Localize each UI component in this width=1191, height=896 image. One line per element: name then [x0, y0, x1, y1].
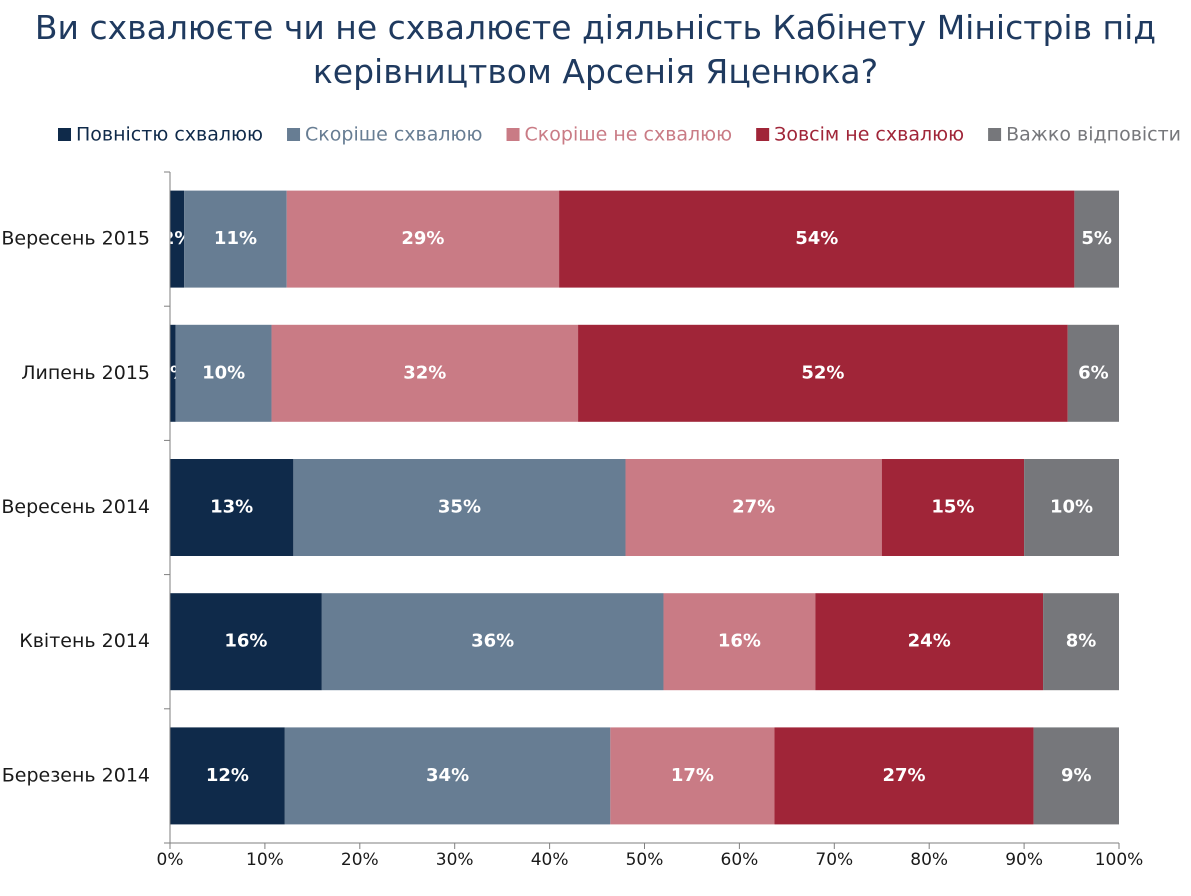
bar-segment — [321, 593, 664, 691]
bar-segment — [1033, 727, 1119, 825]
bar-segment — [559, 190, 1075, 288]
x-tick-label: 90% — [1005, 850, 1043, 870]
x-tick-label: 70% — [815, 850, 853, 870]
data-label: 17% — [671, 765, 714, 786]
bar-segment — [170, 727, 285, 825]
data-label: 8% — [1066, 631, 1097, 652]
bar-segment — [815, 593, 1044, 691]
bar-segment — [175, 324, 272, 422]
legend: Повністю схвалюю Скоріше схвалюю Скоріше н… — [58, 124, 1181, 146]
data-label: 15% — [931, 497, 974, 518]
legend-item: Скоріше схвалюю — [287, 124, 483, 146]
legend-label: Скоріше не схвалюю — [525, 124, 733, 146]
data-label: 16% — [718, 631, 761, 652]
x-tick-label: 50% — [626, 850, 664, 870]
bar-segment — [170, 324, 176, 422]
legend-swatch — [988, 128, 1002, 141]
data-label: 27% — [883, 765, 926, 786]
category-label: Вересень 2015 — [1, 228, 150, 250]
bar-row: 16% 36% 16% 24% 8% — [170, 593, 1119, 691]
data-label: 34% — [426, 765, 469, 786]
bar-segment — [184, 190, 287, 288]
bar-segment — [1024, 459, 1119, 556]
bar-segment — [881, 459, 1025, 556]
data-label: 6% — [1078, 362, 1109, 383]
bar-segment — [284, 727, 611, 825]
data-label: 13% — [210, 497, 253, 518]
data-label: 54% — [795, 228, 838, 249]
bar-segment — [170, 593, 322, 691]
data-label: 12% — [206, 765, 249, 786]
legend-swatch — [756, 128, 770, 141]
bar-segment — [1067, 324, 1119, 422]
bar-row: 2% 11% 29% 54% 5% — [162, 190, 1119, 288]
legend-label: Повністю схвалюю — [76, 124, 263, 146]
x-tick-label: 10% — [246, 850, 284, 870]
data-label: 29% — [401, 228, 444, 249]
bar-segment — [663, 593, 816, 691]
legend-label: Зовсім не схвалюю — [774, 124, 964, 146]
data-label: 27% — [732, 497, 775, 518]
bar-segment — [1043, 593, 1119, 691]
data-label: 16% — [224, 631, 267, 652]
category-label: Вересень 2014 — [1, 496, 150, 518]
bar-segment — [578, 324, 1068, 422]
data-label: 11% — [214, 228, 257, 249]
chart-title-line-1: Ви схвалюєте чи не схвалюєте діяльність … — [34, 8, 1157, 47]
legend-item: Повністю схвалюю — [58, 124, 263, 146]
x-tick-label: 40% — [531, 850, 569, 870]
bar-segment — [286, 190, 560, 288]
x-tick-label: 60% — [721, 850, 759, 870]
legend-swatch — [58, 128, 71, 141]
legend-item: Зовсім не схвалюю — [756, 124, 964, 146]
chart-title: Ви схвалюєте чи не схвалюєте діяльність … — [0, 6, 1191, 94]
bar-row: 13% 35% 27% 15% 10% — [170, 459, 1119, 556]
legend-label: Важко відповісти — [1006, 124, 1181, 146]
category-label: Березень 2014 — [2, 764, 150, 786]
bar-segment — [170, 459, 294, 556]
bar-segment — [293, 459, 626, 556]
legend-item: Важко відповісти — [988, 124, 1181, 146]
x-tick-label: 0% — [157, 850, 184, 870]
bar-row: 1% 10% 32% 52% 6% — [158, 324, 1119, 422]
legend-swatch — [506, 128, 520, 141]
data-label: 10% — [202, 362, 245, 383]
legend-label: Скоріше схвалюю — [305, 124, 483, 146]
x-tick-label: 100% — [1095, 850, 1144, 870]
axes: 0% 10% 20% 30% 40% 50% 60% 70% 80% 90% 100% — [157, 171, 1144, 870]
legend-item: Скоріше не схвалюю — [506, 124, 733, 146]
bar-row: 12% 34% 17% 27% 9% — [170, 727, 1119, 825]
data-label: 10% — [1050, 497, 1093, 518]
data-label: 35% — [438, 497, 481, 518]
bar-segment — [271, 324, 579, 422]
data-label: 52% — [801, 362, 844, 383]
legend-swatch — [287, 128, 301, 141]
category-label: Липень 2015 — [21, 362, 150, 384]
data-label: 36% — [471, 631, 514, 652]
x-tick-label: 30% — [436, 850, 474, 870]
x-tick-label: 20% — [341, 850, 379, 870]
data-label: 5% — [1081, 228, 1112, 249]
category-label: Квітень 2014 — [19, 630, 150, 652]
data-label: 9% — [1061, 765, 1092, 786]
bar-segment — [1074, 190, 1119, 288]
bar-segment — [170, 190, 185, 288]
chart-title-line-2: керівництвом Арсенія Яценюка? — [312, 52, 879, 91]
data-label: 32% — [403, 362, 446, 383]
x-tick-label: 80% — [910, 850, 948, 870]
bar-segment — [625, 459, 882, 556]
bar-segment — [774, 727, 1034, 825]
bar-segment — [610, 727, 775, 825]
data-label: 24% — [908, 631, 951, 652]
